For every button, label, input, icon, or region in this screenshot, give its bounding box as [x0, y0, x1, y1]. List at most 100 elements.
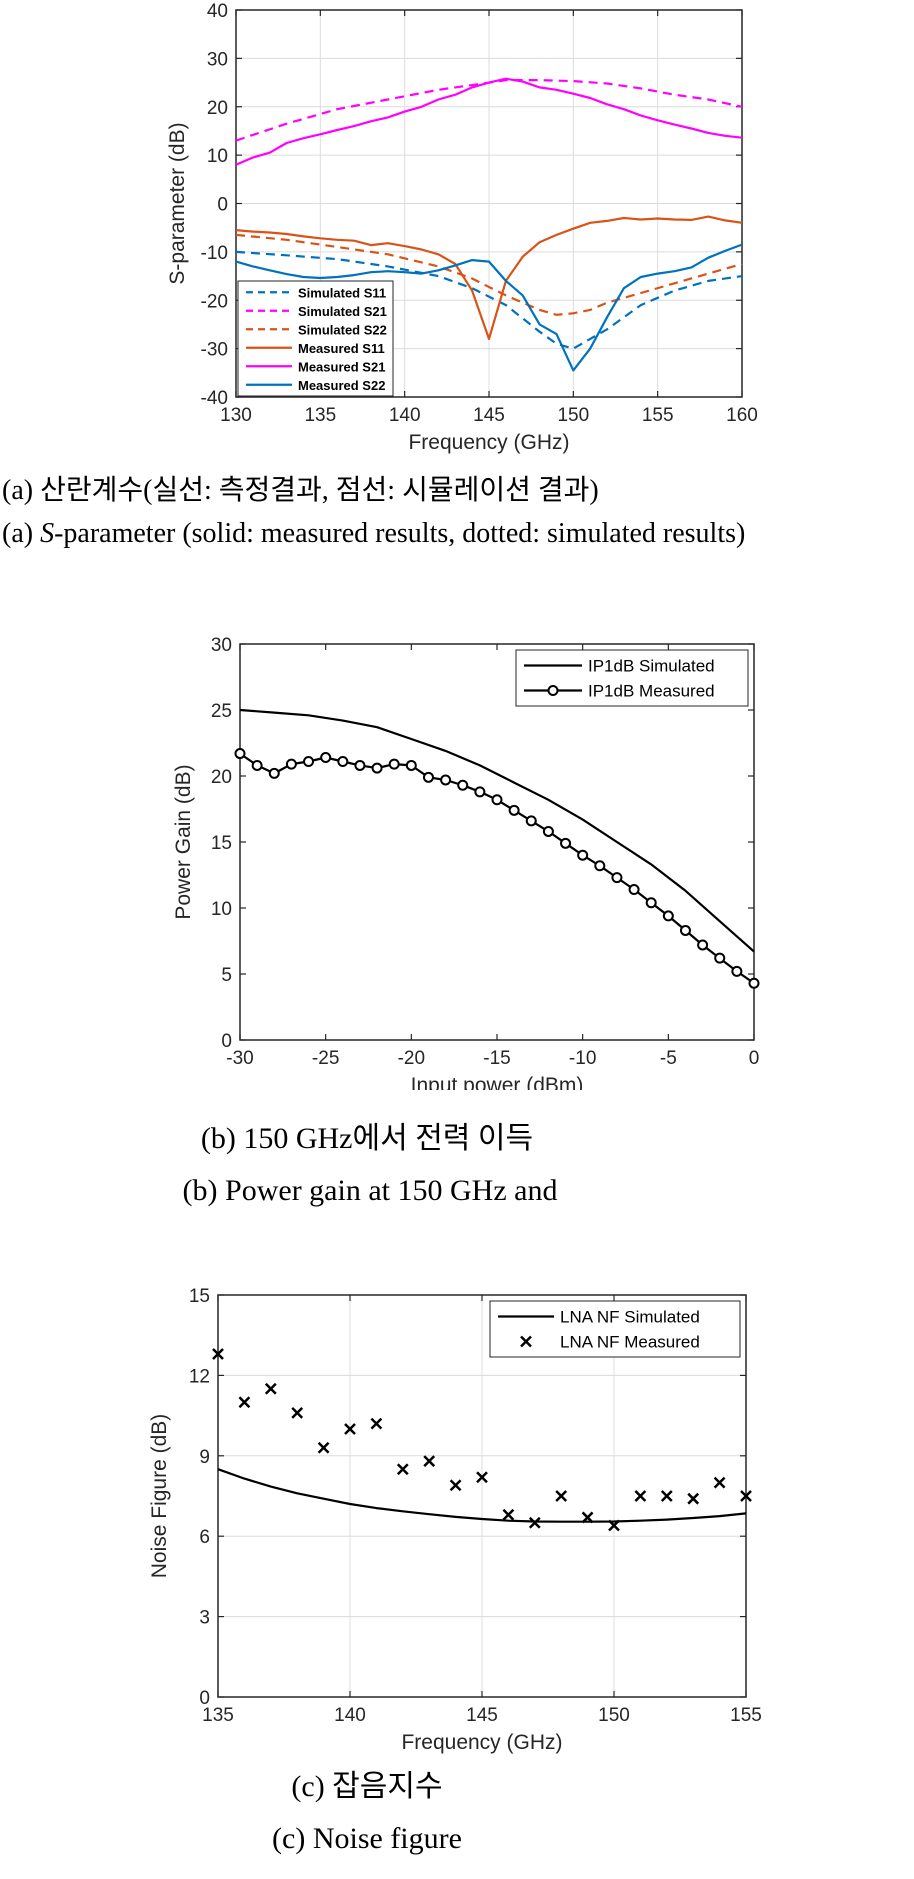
data-point: [528, 1516, 541, 1529]
x-tick-label: -25: [312, 1048, 339, 1069]
y-tick-label: 20: [207, 98, 228, 119]
y-tick-label: 10: [207, 146, 228, 167]
data-point: [502, 1508, 515, 1521]
y-tick-label: 20: [211, 767, 232, 788]
series-lna-nf-simulated: [217, 1468, 747, 1523]
x-tick-label: 140: [389, 405, 421, 426]
y-tick-label: 40: [207, 1, 228, 22]
legend-entry: IP1dB Simulated: [524, 657, 715, 676]
data-point: [560, 837, 572, 849]
data-point: [234, 748, 246, 760]
legend-entry: IP1dB Measured: [524, 682, 715, 701]
data-point: [396, 1463, 409, 1476]
legend: IP1dB Simulated IP1dB Measured: [515, 649, 749, 707]
legend-box: [237, 280, 394, 397]
legend-box: [515, 649, 749, 707]
x-tick-label: 150: [598, 1705, 630, 1726]
y-tick-label: 30: [211, 635, 232, 656]
y-tick-label: 25: [211, 701, 232, 722]
y-tick-label: 0: [199, 1688, 210, 1709]
legend-entry: Measured S11: [246, 341, 385, 356]
x-tick-label: -5: [660, 1048, 677, 1069]
legend-label: LNA NF Measured: [560, 1333, 700, 1352]
series-measured-s11: [235, 215, 743, 340]
y-tick-label: 12: [189, 1366, 210, 1387]
y-tick-label: 9: [199, 1447, 210, 1468]
x-tick-label: 145: [466, 1705, 498, 1726]
data-point: [697, 939, 709, 951]
data-point: [577, 849, 589, 861]
legend-box: [489, 1300, 741, 1358]
legend-entry: Measured S22: [246, 378, 385, 393]
data-point: [268, 767, 280, 779]
data-point: [660, 1490, 673, 1502]
data-point: [525, 815, 537, 827]
x-tick-label: -10: [569, 1048, 596, 1069]
data-point: [440, 774, 452, 786]
data-point: [748, 977, 760, 989]
legend-entry: LNA NF Simulated: [498, 1308, 700, 1327]
series-line: [217, 1468, 747, 1523]
data-point: [634, 1490, 647, 1502]
caption-a-english: (a) S-parameter (solid: measured results…: [2, 515, 914, 553]
series-ip1db-measured: [234, 748, 760, 989]
x-axis-label: Input power (dBm): [411, 1074, 584, 1090]
data-point: [476, 1471, 488, 1484]
y-tick-label: 3: [199, 1608, 210, 1629]
data-point: [645, 897, 657, 909]
data-point: [337, 755, 349, 767]
x-tick-label: -15: [483, 1048, 510, 1069]
x-tick-label: 145: [473, 405, 505, 426]
x-axis-label: Frequency (GHz): [408, 431, 569, 454]
data-point: [581, 1511, 594, 1524]
data-point: [285, 758, 297, 770]
data-point: [731, 965, 743, 977]
power-gain-chart: -30 -25 -20 -15 -10 -5 0 0 5 10 15 20 25 30 Input powe…: [172, 635, 760, 1090]
caption-a-prefix: (a): [2, 518, 41, 549]
data-point: [344, 1423, 356, 1435]
y-tick-label: -10: [201, 243, 228, 264]
series-measured-s22: [235, 243, 743, 372]
x-tick-label: 130: [220, 405, 252, 426]
data-point: [611, 872, 623, 884]
series-line: [235, 77, 743, 166]
series-line: [235, 250, 743, 350]
data-point: [238, 1396, 251, 1409]
x-axis-label: Frequency (GHz): [401, 1731, 562, 1754]
data-point: [303, 755, 315, 767]
legend-entry: LNA NF Measured: [520, 1333, 700, 1352]
y-tick-label: -30: [201, 340, 228, 361]
legend-label: Measured S21: [298, 359, 385, 374]
data-point: [628, 884, 640, 896]
data-point: [449, 1479, 462, 1492]
series-simulated-s11: [235, 250, 743, 350]
legend-label: Measured S22: [298, 378, 385, 393]
legend-label: IP1dB Simulated: [588, 657, 715, 676]
y-tick-label: 15: [189, 1286, 210, 1307]
series-line: [235, 243, 743, 372]
data-point: [508, 804, 520, 816]
legend-entry: Simulated S11: [246, 285, 386, 300]
x-tick-label: 135: [202, 1705, 234, 1726]
x-tick-label: 155: [730, 1705, 762, 1726]
data-point: [542, 825, 554, 837]
data-point: [423, 1455, 436, 1468]
legend-entry: Simulated S21: [246, 304, 387, 319]
legend-label: Simulated S11: [298, 285, 386, 300]
series-line: [239, 708, 755, 953]
s-parameter-chart: 130 135 140 145 150 155 160 -40 -30 -20 -10 0 10 20 30…: [166, 1, 758, 454]
data-point: [491, 794, 503, 806]
x-tick-label: 140: [334, 1705, 366, 1726]
x-tick-label: 135: [304, 405, 336, 426]
caption-a-korean: (a) 산란계수(실선: 측정결과, 점선: 시뮬레이션 결과): [2, 475, 599, 506]
data-point: [317, 1441, 330, 1454]
y-tick-label: 30: [207, 49, 228, 70]
caption-a-italic: S: [40, 518, 55, 549]
data-point: [608, 1519, 620, 1532]
series-simulated-s21: [235, 79, 743, 142]
data-point: [422, 771, 434, 783]
y-tick-label: 6: [199, 1527, 210, 1548]
caption-b-english: (b) Power gain at 150 GHz and: [182, 1174, 558, 1207]
plot-area: [240, 644, 754, 1040]
y-tick-label: 10: [211, 899, 232, 920]
